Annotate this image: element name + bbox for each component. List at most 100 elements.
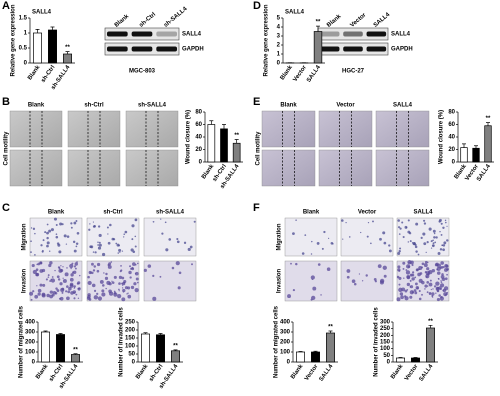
cell-dot <box>435 236 438 239</box>
y-tick-label: 0 <box>277 61 281 67</box>
wound-image <box>125 149 179 187</box>
cell-dot <box>60 269 64 273</box>
cell-dot <box>73 221 77 225</box>
wound-image <box>67 110 121 148</box>
significance: ** <box>316 20 321 26</box>
cell-dot <box>152 274 155 278</box>
cell-dot <box>48 229 52 233</box>
y-tick-label: 50 <box>128 352 135 358</box>
cell-dot <box>91 283 96 288</box>
cell-dot <box>441 244 444 246</box>
cell-dot <box>48 263 52 268</box>
cell-dot <box>152 296 157 301</box>
cell-dot <box>121 250 124 252</box>
lane-label: Blank <box>114 13 131 29</box>
cell-dot <box>421 262 425 266</box>
cell-dot <box>373 277 377 281</box>
cell-dot <box>399 227 402 230</box>
y-tick-label: 100 <box>280 350 291 356</box>
cell-dot <box>367 222 370 224</box>
cell-dot <box>424 288 426 290</box>
cell-dot <box>409 279 412 282</box>
cell-dot <box>56 289 60 292</box>
cell-dot <box>423 263 428 268</box>
cell-dot <box>117 252 120 254</box>
significance: ** <box>486 116 491 122</box>
cell-dot <box>426 267 430 271</box>
row-label: Cell motility <box>4 131 10 166</box>
cell-dot <box>42 239 45 242</box>
y-tick-label: 20 <box>195 147 202 153</box>
cell-dot <box>53 217 57 221</box>
cell-dot <box>134 235 137 238</box>
cell-dot <box>120 265 122 267</box>
cell-dot <box>110 261 113 263</box>
cell-dot <box>424 284 428 288</box>
cell-dot <box>48 250 51 252</box>
cell-dot <box>439 248 443 251</box>
cell-dot <box>407 230 411 234</box>
error-bar <box>234 139 239 144</box>
row-label: Invasion <box>22 268 28 293</box>
cell-dot <box>434 241 437 244</box>
cell-dot <box>88 228 91 231</box>
cell-dot <box>420 236 423 240</box>
cell-dot <box>423 219 426 222</box>
lane-label: sh-Ctrl <box>138 12 157 29</box>
cell-dot <box>301 252 305 255</box>
panel-letter: D <box>253 0 261 12</box>
error-bar <box>316 25 320 32</box>
cell-dot <box>73 285 76 288</box>
cell-dot <box>119 270 122 273</box>
error-bar <box>65 51 70 54</box>
cell-dot <box>418 265 423 271</box>
cell-dot <box>30 251 32 254</box>
cell-dot <box>436 268 439 271</box>
wound-image <box>375 149 430 187</box>
cell-dot <box>342 238 344 240</box>
cell-dot <box>440 281 443 284</box>
cell-dot <box>93 289 97 292</box>
cell-dot <box>50 278 52 281</box>
cell-dot <box>46 244 49 248</box>
cell-dot <box>430 288 432 291</box>
cell-dot <box>440 233 443 236</box>
cell-dot <box>406 282 411 287</box>
error-bar <box>398 357 403 358</box>
wound-image <box>375 110 430 148</box>
cell-dot <box>321 247 324 250</box>
cell-dot <box>132 262 136 266</box>
cell-dot <box>46 236 49 240</box>
cell-dot <box>101 292 106 297</box>
cell-dot <box>107 263 110 267</box>
cell-dot <box>423 242 427 246</box>
cell-dot <box>439 283 445 288</box>
cell-dot <box>70 291 74 295</box>
cell-dot <box>379 237 382 241</box>
y-tick-label: 150 <box>125 336 136 342</box>
cell-dot <box>397 252 401 256</box>
cell-dot <box>351 279 356 283</box>
cell-dot <box>402 267 405 270</box>
cell-dot <box>44 231 47 234</box>
cell-dot <box>59 282 63 286</box>
cell-dot <box>295 219 297 221</box>
y-tick-label: 150 <box>380 340 391 346</box>
cell-dot <box>193 220 196 223</box>
x-tick-label: SALL4 <box>319 363 335 383</box>
error-bar <box>486 122 490 126</box>
cell-dot <box>444 286 449 291</box>
cell-dot <box>407 219 410 222</box>
cell-dot <box>70 222 73 225</box>
cell-dot <box>406 264 411 269</box>
cell-dot <box>422 232 426 236</box>
cell-dot <box>425 251 427 253</box>
transwell-image <box>284 260 338 302</box>
blot-band <box>156 31 178 37</box>
cell-dot <box>49 290 53 294</box>
cell-dot <box>96 269 100 273</box>
cell-dot <box>101 252 106 257</box>
cell-dot <box>372 220 374 223</box>
cell-dot <box>118 290 120 292</box>
